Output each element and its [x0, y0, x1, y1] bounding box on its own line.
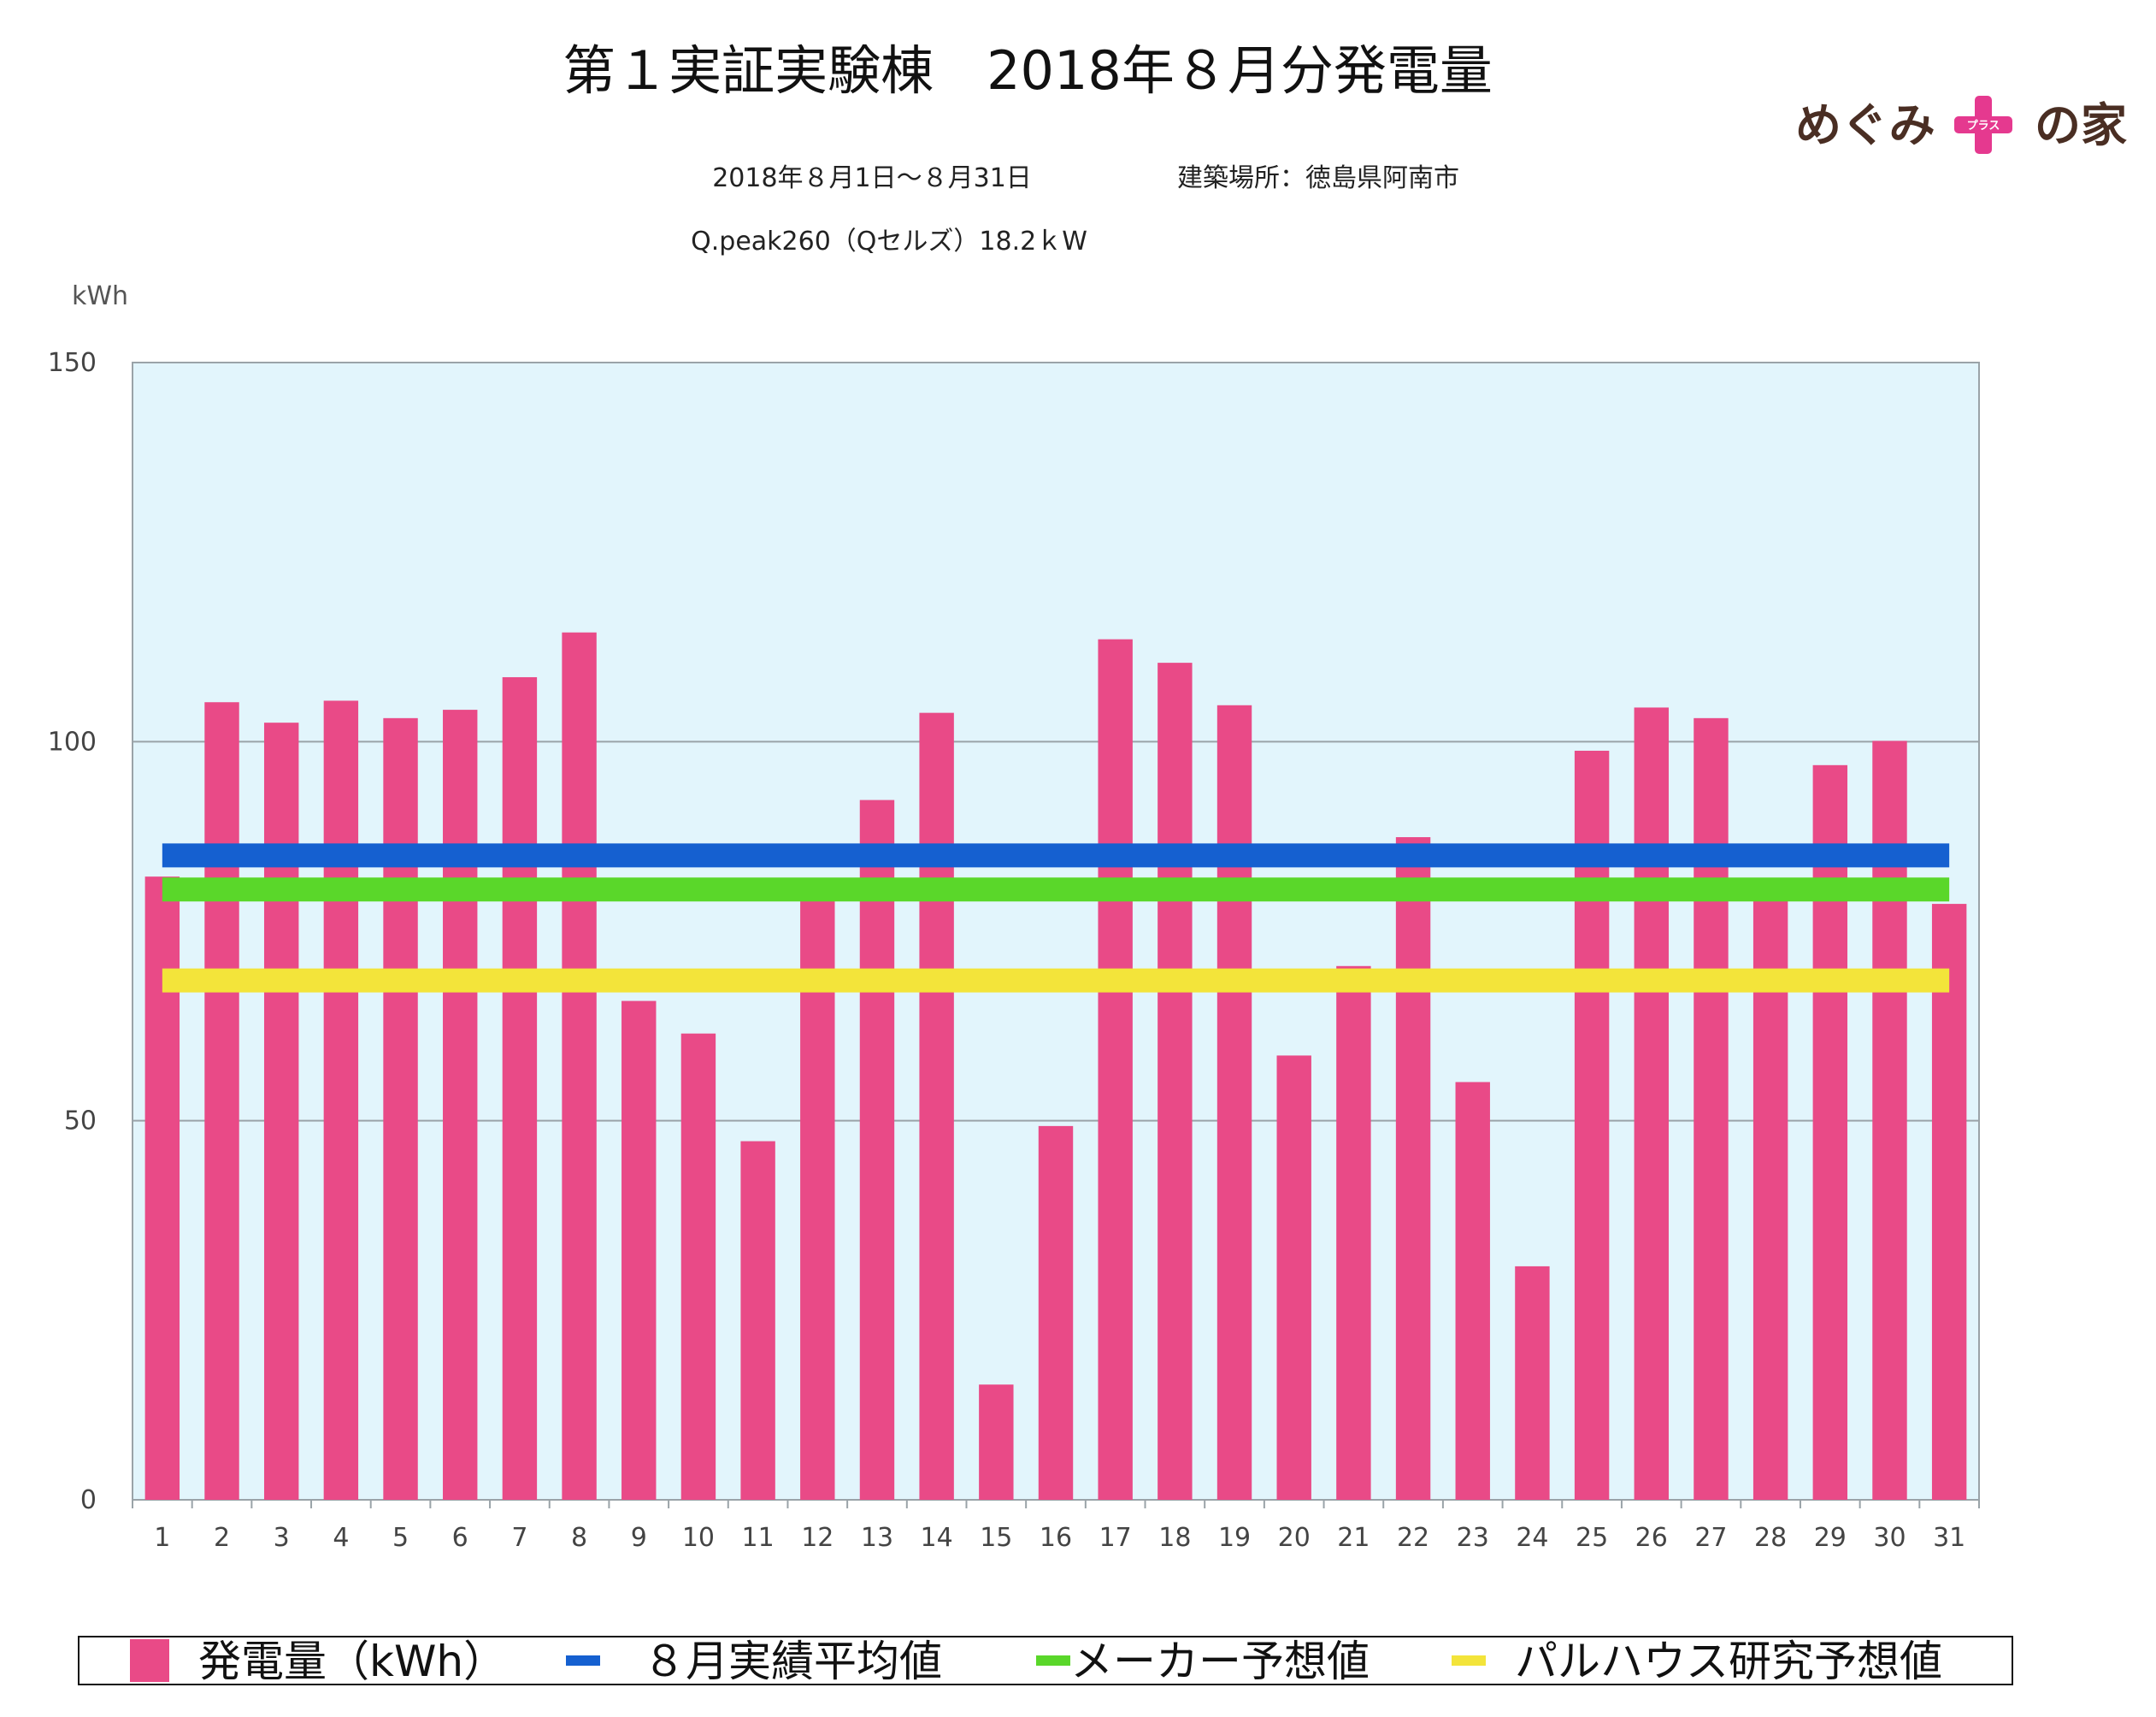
bar-day-31 [1931, 904, 1967, 1500]
legend-swatch-line [1036, 1655, 1070, 1666]
x-axis-ticks: 1 2 3 4 5 6 7 8 9 10 11 12 13 14 15 16 17 18 19 20 21 22 23 24 2… [132, 1500, 1980, 1553]
y-tick-label: 150 [48, 348, 97, 378]
x-tick-label: 8 [571, 1523, 587, 1553]
y-axis-unit: kWh [72, 281, 128, 311]
reference-lines [162, 843, 1950, 993]
x-tick-label: 2 [214, 1523, 230, 1553]
x-tick-label: 25 [1576, 1523, 1608, 1553]
bar-day-4 [323, 700, 359, 1500]
bar-day-8 [562, 632, 597, 1500]
x-tick-label: 26 [1635, 1523, 1668, 1553]
chart-subtitle-system: Q.peak260（Qセルズ）18.2ｋW [691, 227, 1087, 257]
logo-plus-icon: プラス [1954, 96, 2012, 154]
y-axis-ticks: 0 50 100 150 [48, 348, 97, 1515]
bar-day-19 [1216, 705, 1252, 1500]
gridlines [133, 740, 1979, 1122]
bar-day-20 [1276, 1055, 1311, 1500]
bar-day-26 [1634, 707, 1669, 1500]
bar-day-14 [919, 712, 954, 1500]
logo-text-right: の家 [2035, 98, 2127, 152]
bar-day-15 [979, 1384, 1014, 1500]
logo: めぐみ プラス の家 [1795, 96, 2127, 154]
legend-swatch-bar [130, 1639, 169, 1682]
x-tick-label: 31 [1933, 1523, 1965, 1553]
x-tick-label: 22 [1397, 1523, 1429, 1553]
chart-subtitle-location: 建築場所：徳島県阿南市 [1177, 163, 1459, 193]
bar-day-23 [1455, 1082, 1490, 1500]
x-tick-label: 12 [801, 1523, 834, 1553]
legend-label: 発電量（kWh） [198, 1637, 506, 1686]
bar-day-27 [1694, 717, 1729, 1500]
bar-day-10 [680, 1033, 716, 1500]
chart-subtitle-period: 2018年８月1日～８月31日 [712, 163, 1032, 193]
bar-day-30 [1872, 740, 1907, 1500]
x-tick-label: 16 [1040, 1523, 1072, 1553]
bar-day-13 [859, 799, 895, 1500]
x-tick-label: 7 [511, 1523, 527, 1553]
x-tick-label: 9 [631, 1523, 647, 1553]
x-tick-label: 18 [1158, 1523, 1191, 1553]
bar-day-7 [502, 676, 538, 1500]
x-tick-label: 5 [392, 1523, 409, 1553]
x-tick-label: 30 [1873, 1523, 1906, 1553]
bar-day-9 [621, 1000, 657, 1500]
logo-plus-text: プラス [1967, 120, 2000, 133]
x-tick-label: 14 [921, 1523, 953, 1553]
bar-day-25 [1574, 750, 1610, 1500]
bar-day-22 [1395, 837, 1431, 1500]
x-tick-label: 28 [1754, 1523, 1787, 1553]
legend-swatch-line [566, 1655, 600, 1666]
y-tick-label: 0 [80, 1485, 97, 1515]
x-tick-label: 1 [154, 1523, 170, 1553]
logo-text-left: めぐみ [1795, 98, 1935, 152]
bar-day-29 [1812, 764, 1848, 1500]
bar-day-11 [740, 1141, 775, 1500]
x-tick-label: 23 [1457, 1523, 1489, 1553]
bar-day-28 [1752, 893, 1788, 1500]
legend: 発電量（kWh） ８月実績平均値 メーカー予想値 パルハウス研究予想値 [78, 1636, 2013, 1686]
bar-day-21 [1336, 965, 1371, 1500]
bar-day-24 [1515, 1266, 1550, 1500]
x-tick-label: 6 [452, 1523, 468, 1553]
x-tick-label: 21 [1337, 1523, 1370, 1553]
legend-label: パルハウス研究予想値 [1515, 1637, 1942, 1686]
y-tick-label: 50 [64, 1106, 97, 1136]
legend-swatch-line [1452, 1655, 1486, 1666]
x-tick-label: 10 [682, 1523, 715, 1553]
bar-day-6 [443, 710, 478, 1500]
x-tick-label: 17 [1099, 1523, 1132, 1553]
bar-day-2 [204, 702, 239, 1500]
x-tick-label: 19 [1218, 1523, 1251, 1553]
x-tick-label: 29 [1814, 1523, 1847, 1553]
chart-title: 第１実証実験棟 2018年８月分発電量 [563, 39, 1493, 102]
bar-day-18 [1158, 663, 1193, 1500]
bar-day-17 [1098, 639, 1133, 1500]
x-tick-label: 15 [980, 1523, 1012, 1553]
bar-day-5 [383, 717, 418, 1500]
bar-day-16 [1038, 1125, 1074, 1500]
x-tick-label: 20 [1278, 1523, 1311, 1553]
legend-label: メーカー予想値 [1070, 1637, 1370, 1686]
x-tick-label: 3 [274, 1523, 290, 1553]
bar-day-3 [263, 723, 299, 1500]
x-tick-label: 24 [1516, 1523, 1548, 1553]
legend-label: ８月実績平均値 [643, 1637, 942, 1686]
x-tick-label: 13 [861, 1523, 893, 1553]
x-tick-label: 27 [1694, 1523, 1727, 1553]
x-tick-label: 4 [333, 1523, 349, 1553]
bar-day-12 [800, 893, 835, 1500]
y-tick-label: 100 [48, 727, 97, 757]
x-tick-label: 11 [742, 1523, 775, 1553]
